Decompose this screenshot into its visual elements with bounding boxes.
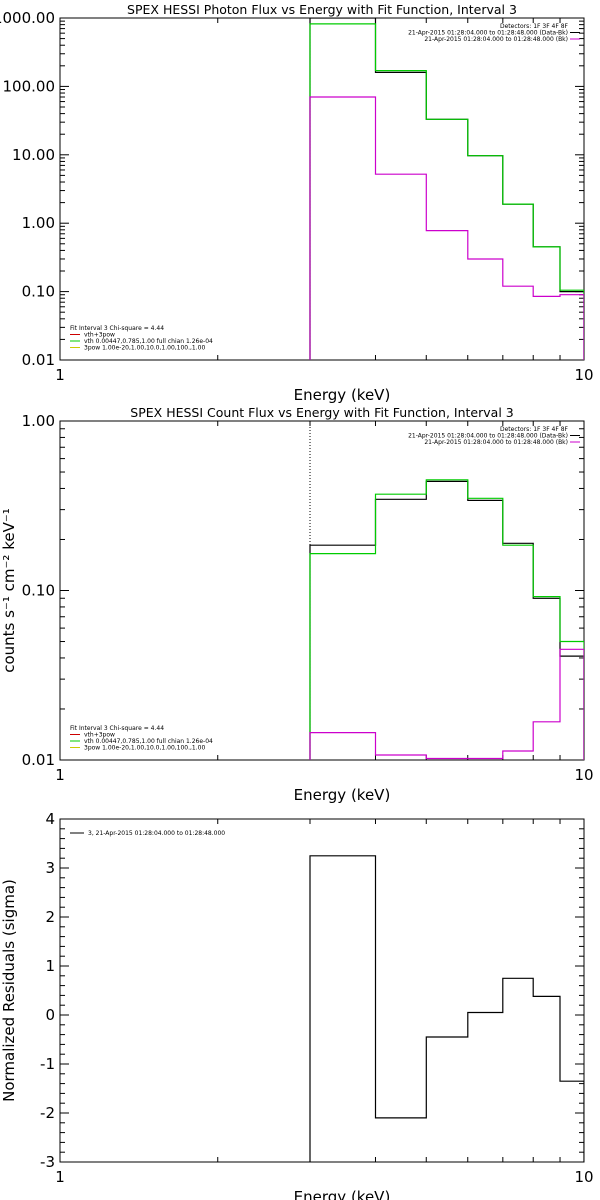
- y-tick-label: -3: [40, 1153, 55, 1171]
- fit-text-line: Fit Interval 3 Chi-square = 4.44: [70, 325, 164, 332]
- x-tick-label: 10: [574, 766, 593, 784]
- x-axis-label: Energy (keV): [294, 386, 391, 404]
- series-line-3: [309, 96, 584, 360]
- y-tick-label: 0.10: [22, 582, 55, 600]
- header-line: 21-Apr-2015 01:28:04.000 to 01:28:48.000…: [408, 30, 568, 37]
- y-tick-label: 0: [45, 1006, 55, 1024]
- y-tick-label: 10.00: [12, 146, 55, 164]
- y-tick-label: 1000.00: [0, 9, 55, 27]
- plot-frame: [59, 818, 585, 1163]
- y-tick-label: 2: [45, 908, 55, 926]
- y-tick-label: 4: [45, 810, 55, 828]
- y-axis-label: counts s⁻¹ cm⁻² keV⁻¹: [0, 508, 18, 673]
- series-line-1: [309, 480, 584, 760]
- header-line: Detectors: 1F 3F 4F 8F: [500, 426, 569, 433]
- header-line: 21-Apr-2015 01:28:04.000 to 01:28:48.000…: [408, 433, 568, 440]
- legend-text: 3, 21-Apr-2015 01:28:04.000 to 01:28:48.…: [88, 830, 225, 837]
- y-tick-label: 0.01: [22, 351, 55, 369]
- y-tick-label: -1: [40, 1055, 55, 1073]
- header-line: Detectors: 1F 3F 4F 8F: [500, 23, 569, 30]
- y-tick-label: 1: [45, 957, 55, 975]
- fit-text-line: 3pow 1.00e-20,1.00,10.0,1.00,100.,1.00: [84, 745, 205, 752]
- fit-text-line: vth 0.00447,0.785,1.00 full chian 1.26e-…: [84, 338, 213, 345]
- x-axis-label: Energy (keV): [294, 1188, 391, 1200]
- x-tick-label: 10: [574, 366, 593, 384]
- y-tick-label: 0.01: [22, 751, 55, 769]
- plot-frame: [59, 420, 585, 761]
- y-tick-label: 0.10: [22, 283, 55, 301]
- y-tick-label: 3: [45, 859, 55, 877]
- x-tick-label: 1: [55, 366, 65, 384]
- series-line-2: [309, 479, 584, 760]
- chart-3: 1 10 -3 -2 -1 0 1 2 3 4 Energy (keV) Normalized Res…: [0, 810, 594, 1200]
- header-line: 21-Apr-2015 01:28:04.000 to 01:28:48.000…: [424, 439, 568, 446]
- series-line-3: [309, 648, 584, 760]
- y-axis-label: Normalized Residuals (sigma): [0, 879, 18, 1102]
- fit-text-line: vth+3pow: [84, 332, 115, 339]
- y-tick-label: -2: [40, 1104, 55, 1122]
- fit-text-line: Fit Interval 3 Chi-square = 4.44: [70, 725, 164, 732]
- y-tick-label: 100.00: [3, 77, 56, 95]
- chart-2: 1 10 0.01 0.10 1.00 SPEX HESSI Count Flux vs …: [0, 405, 594, 804]
- x-tick-label: 1: [55, 1168, 65, 1186]
- chart-title: SPEX HESSI Photon Flux vs Energy with Fi…: [127, 2, 517, 17]
- plot-frame: [59, 17, 585, 361]
- series-line-1: [309, 18, 584, 360]
- y-tick-label: 1.00: [22, 412, 55, 430]
- fit-text-line: 3pow 1.00e-20,1.00,10.0,1.00,100.,1.00: [84, 345, 205, 352]
- x-tick-label: 10: [574, 1168, 593, 1186]
- header-line: 21-Apr-2015 01:28:04.000 to 01:28:48.000…: [424, 36, 568, 43]
- fit-text-line: vth 0.00447,0.785,1.00 full chian 1.26e-…: [84, 738, 213, 745]
- series-line-2: [309, 23, 584, 360]
- fit-text-line: vth+3pow: [84, 732, 115, 739]
- chart-1: 1 10 0.01 0.10 1.00 10.00 100.00 1000.00 SPEX HE…: [0, 2, 594, 404]
- x-axis-label: Energy (keV): [294, 786, 391, 804]
- x-tick-label: 1: [55, 766, 65, 784]
- y-tick-label: 1.00: [22, 214, 55, 232]
- chart-title: SPEX HESSI Count Flux vs Energy with Fit…: [130, 405, 513, 420]
- series-line-1: [309, 855, 584, 1162]
